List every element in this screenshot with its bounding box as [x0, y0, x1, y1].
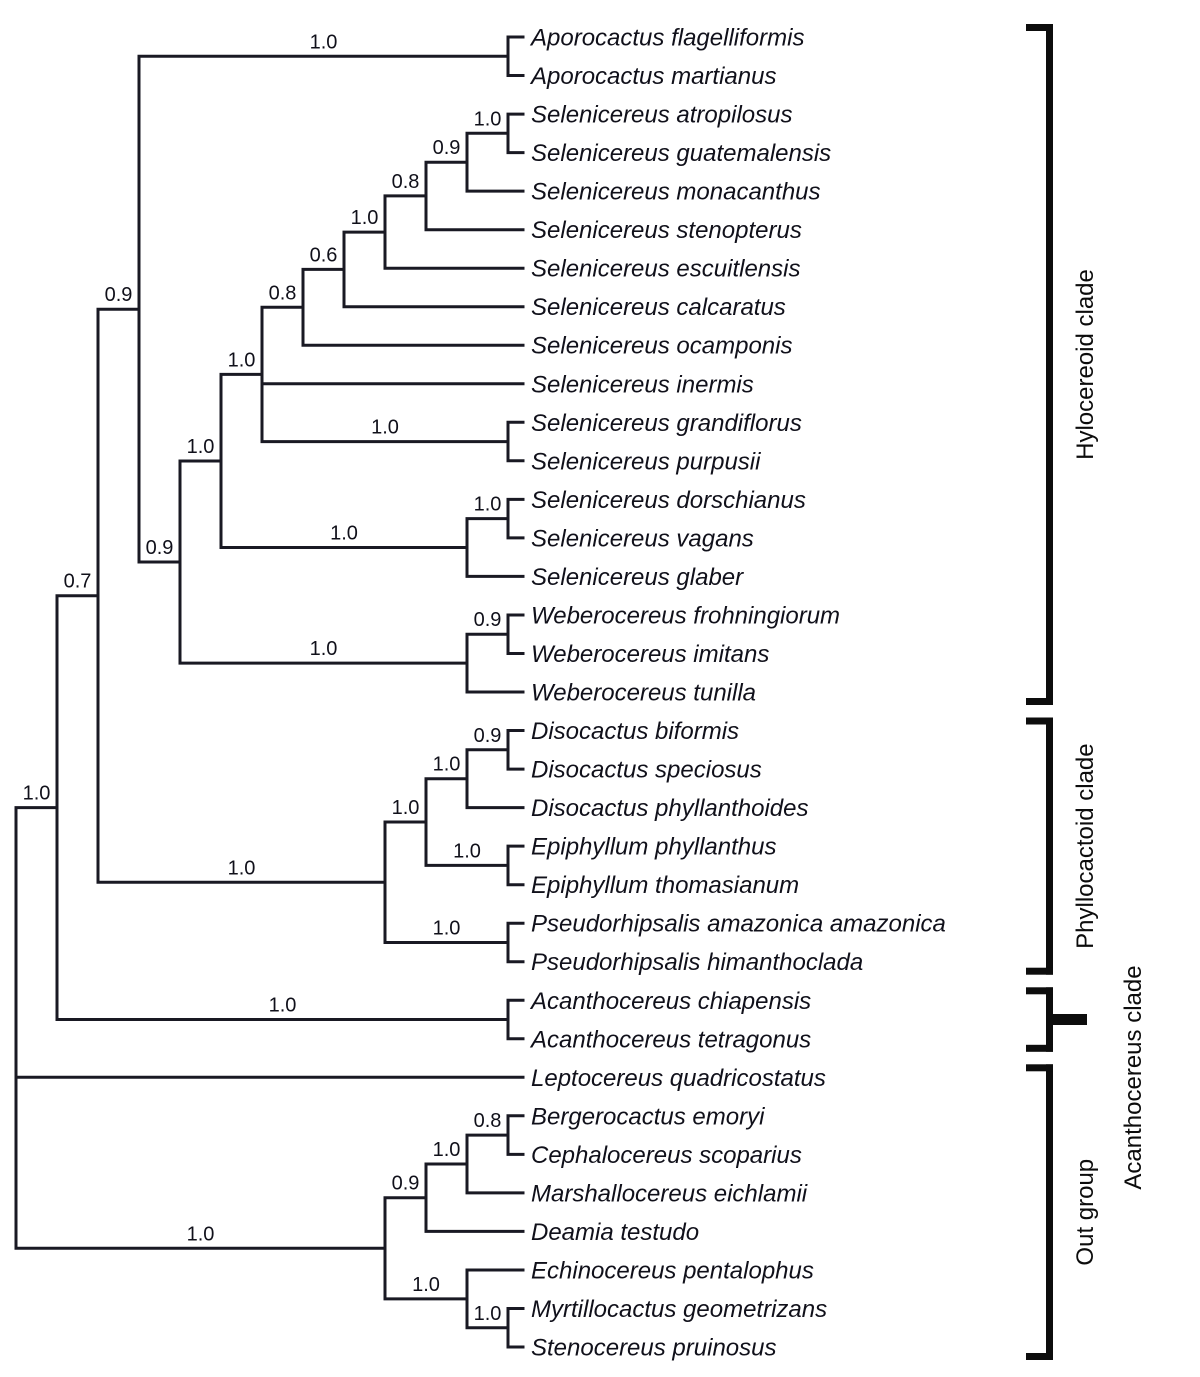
support-value: 0.9 — [146, 537, 174, 559]
clade-bracket-bar — [1046, 987, 1053, 1052]
clade-bracket-bottom-cap — [1026, 1044, 1053, 1052]
taxon-label: Selenicereus inermis — [531, 371, 754, 398]
clade-bracket-bottom-cap — [1026, 967, 1053, 975]
support-value: 0.9 — [392, 1173, 420, 1195]
clade-bracket-top-cap — [1026, 24, 1053, 31]
support-value: 1.0 — [228, 349, 256, 371]
taxon-label: Selenicereus ocamponis — [531, 333, 792, 360]
taxon-label: Epiphyllum phyllanthus — [531, 834, 776, 861]
support-value: 1.0 — [433, 754, 461, 776]
support-value: 1.0 — [187, 436, 215, 458]
support-value: 0.9 — [474, 725, 502, 747]
clade-bracket-top-cap — [1026, 717, 1053, 725]
taxon-label: Myrtillocactus geometrizans — [531, 1296, 827, 1323]
taxon-label: Aporocactus martianus — [529, 63, 776, 90]
clade-bracket-top-cap — [1026, 987, 1053, 995]
support-value: 1.0 — [330, 523, 358, 545]
taxon-label: Pseudorhipsalis amazonica amazonica — [531, 911, 946, 938]
taxon-label: Leptocereus quadricostatus — [531, 1065, 826, 1092]
clade-label: Out group — [1072, 1159, 1099, 1266]
taxon-label: Selenicereus monacanthus — [531, 179, 821, 206]
taxon-label: Selenicereus escuitlensis — [531, 256, 800, 283]
taxon-label: Weberocereus tunilla — [531, 680, 756, 707]
tree-branches — [14, 35, 525, 1349]
support-value: 1.0 — [412, 1274, 440, 1296]
taxon-label: Disocactus biformis — [531, 718, 739, 745]
taxon-label: Selenicereus guatemalensis — [531, 140, 831, 167]
support-value: 1.0 — [310, 31, 338, 53]
support-value: 0.7 — [64, 571, 92, 593]
support-value: 1.0 — [433, 1139, 461, 1161]
clade-bracket-top-cap — [1026, 1064, 1053, 1072]
support-value: 1.0 — [392, 797, 420, 819]
taxon-label: Bergerocactus emoryi — [531, 1103, 765, 1130]
taxon-label: Acanthocereus tetragonus — [529, 1026, 811, 1053]
support-value: 0.8 — [392, 171, 420, 193]
taxon-label: Selenicereus stenopterus — [531, 217, 802, 244]
taxon-label: Selenicereus vagans — [531, 525, 754, 552]
clade-bracket-group: Acanthocereus clade — [1026, 965, 1147, 1190]
clade-connector-tick — [1053, 1014, 1087, 1025]
support-value: 0.8 — [474, 1110, 502, 1132]
clade-bracket-group: Out group — [1026, 1064, 1099, 1360]
taxon-label: Pseudorhipsalis himanthoclada — [531, 949, 863, 976]
clade-bracket-bottom-cap — [1026, 1353, 1053, 1360]
taxon-label: Acanthocereus chiapensis — [529, 988, 811, 1015]
support-value: 1.0 — [310, 638, 338, 660]
clade-bracket-group: Hylocereoid clade — [1026, 24, 1099, 705]
taxon-label: Cephalocereus scoparius — [531, 1142, 802, 1169]
taxon-label: Weberocereus frohningiorum — [531, 603, 840, 630]
taxon-label: Stenocereus pruinosus — [531, 1335, 776, 1362]
taxon-label: Selenicereus dorschianus — [531, 487, 806, 514]
taxon-label: Selenicereus grandiflorus — [531, 410, 802, 437]
clade-bracket-bar — [1046, 1064, 1053, 1360]
support-value: 1.0 — [228, 857, 256, 879]
clade-label: Acanthocereus clade — [1120, 965, 1147, 1189]
clade-label: Hylocereoid clade — [1072, 269, 1099, 460]
support-value: 1.0 — [371, 417, 399, 439]
taxon-label: Selenicereus calcaratus — [531, 294, 786, 321]
taxon-label: Disocactus speciosus — [531, 757, 762, 784]
clade-bracket-group: Phyllocactoid clade — [1026, 717, 1099, 975]
support-value: 0.9 — [433, 137, 461, 159]
support-value: 1.0 — [474, 494, 502, 516]
support-value: 0.9 — [105, 284, 133, 306]
clade-bracket-bar — [1046, 717, 1053, 975]
clade-bracket-bottom-cap — [1026, 698, 1053, 705]
support-value: 0.8 — [269, 282, 297, 304]
support-value: 1.0 — [269, 995, 297, 1017]
taxon-label: Deamia testudo — [531, 1219, 699, 1246]
support-value: 1.0 — [23, 783, 51, 805]
taxon-label: Marshallocereus eichlamii — [531, 1180, 808, 1207]
support-value: 1.0 — [453, 840, 481, 862]
support-value: 0.6 — [310, 244, 338, 266]
taxon-label: Weberocereus imitans — [531, 641, 769, 668]
clade-label: Phyllocactoid clade — [1072, 743, 1099, 948]
support-value: 1.0 — [433, 918, 461, 940]
taxon-label: Disocactus phyllanthoides — [531, 795, 809, 822]
taxon-label: Echinocereus pentalophus — [531, 1258, 814, 1285]
taxon-label: Selenicereus atropilosus — [531, 102, 792, 129]
support-value: 1.0 — [187, 1223, 215, 1245]
support-value: 1.0 — [474, 1303, 502, 1325]
taxon-label: Selenicereus glaber — [531, 564, 744, 591]
taxon-label: Aporocactus flagelliformis — [529, 25, 804, 52]
clade-bracket-bar — [1046, 24, 1053, 705]
taxon-label: Selenicereus purpusii — [531, 448, 761, 475]
taxon-label: Epiphyllum thomasianum — [531, 872, 799, 899]
support-value: 1.0 — [351, 207, 379, 229]
support-value: 0.9 — [474, 609, 502, 631]
support-value: 1.0 — [474, 108, 502, 130]
